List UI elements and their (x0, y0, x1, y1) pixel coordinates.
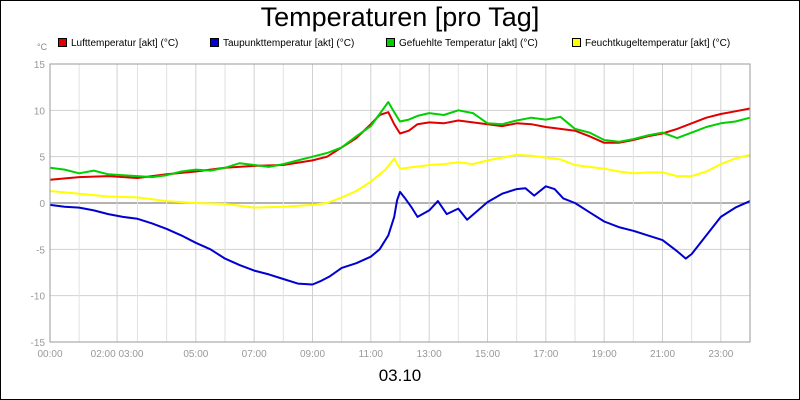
legend-item-gefuehlte-temperatur: Gefuehlte Temperatur [akt] (°C) (386, 38, 538, 49)
x-tick-label: 19:00 (592, 349, 617, 360)
x-tick-label: 09:00 (300, 349, 325, 360)
x-tick-label: 17:00 (533, 349, 558, 360)
series-line-1 (49, 185, 751, 286)
series-line-3 (49, 153, 751, 209)
legend-label-feuchtkugeltemperatur: Feuchtkugeltemperatur [akt] (°C) (585, 38, 731, 49)
x-tick-label: 15:00 (475, 349, 500, 360)
series-line-2 (49, 101, 751, 179)
y-tick-label: 10 (34, 106, 46, 117)
y-tick-label: -15 (31, 338, 46, 349)
y-tick-label: 5 (39, 153, 45, 164)
legend-swatch-feuchtkugeltemperatur (572, 38, 581, 47)
x-tick-label: 23:00 (708, 349, 733, 360)
x-tick-label: 07:00 (242, 349, 267, 360)
x-tick-label: 00:00 (37, 349, 62, 360)
legend-item-taupunkttemperatur: Taupunkttemperatur [akt] (°C) (210, 38, 354, 49)
x-tick-label: 21:00 (650, 349, 675, 360)
y-tick-label: 15 (34, 60, 46, 71)
y-tick-label: -5 (36, 245, 45, 256)
legend-swatch-taupunkttemperatur (210, 38, 219, 47)
x-tick-label: 02:00 03:00 (91, 349, 144, 360)
legend-label-lufttemperatur: Lufttemperatur [akt] (°C) (71, 38, 179, 49)
legend-item-lufttemperatur: Lufttemperatur [akt] (°C) (58, 38, 178, 49)
legend-label-gefuehlte-temperatur: Gefuehlte Temperatur [akt] (°C) (399, 38, 538, 49)
chart-title: Temperaturen [pro Tag] (260, 2, 540, 32)
date-label: 03.10 (378, 366, 422, 385)
legend-swatch-gefuehlte-temperatur (386, 38, 395, 47)
y-tick-label: 0 (39, 199, 45, 210)
plot-border (49, 63, 751, 343)
legend-swatch-lufttemperatur (58, 38, 67, 47)
legend-label-taupunkttemperatur: Taupunkttemperatur [akt] (°C) (223, 38, 355, 49)
y-tick-label: -10 (31, 292, 46, 303)
x-tick-label: 13:00 (417, 349, 442, 360)
x-tick-label: 05:00 (183, 349, 208, 360)
y-axis-unit: °C (37, 42, 48, 52)
legend-item-feuchtkugeltemperatur: Feuchtkugeltemperatur [akt] (°C) (572, 38, 730, 49)
x-tick-label: 11:00 (359, 349, 384, 360)
